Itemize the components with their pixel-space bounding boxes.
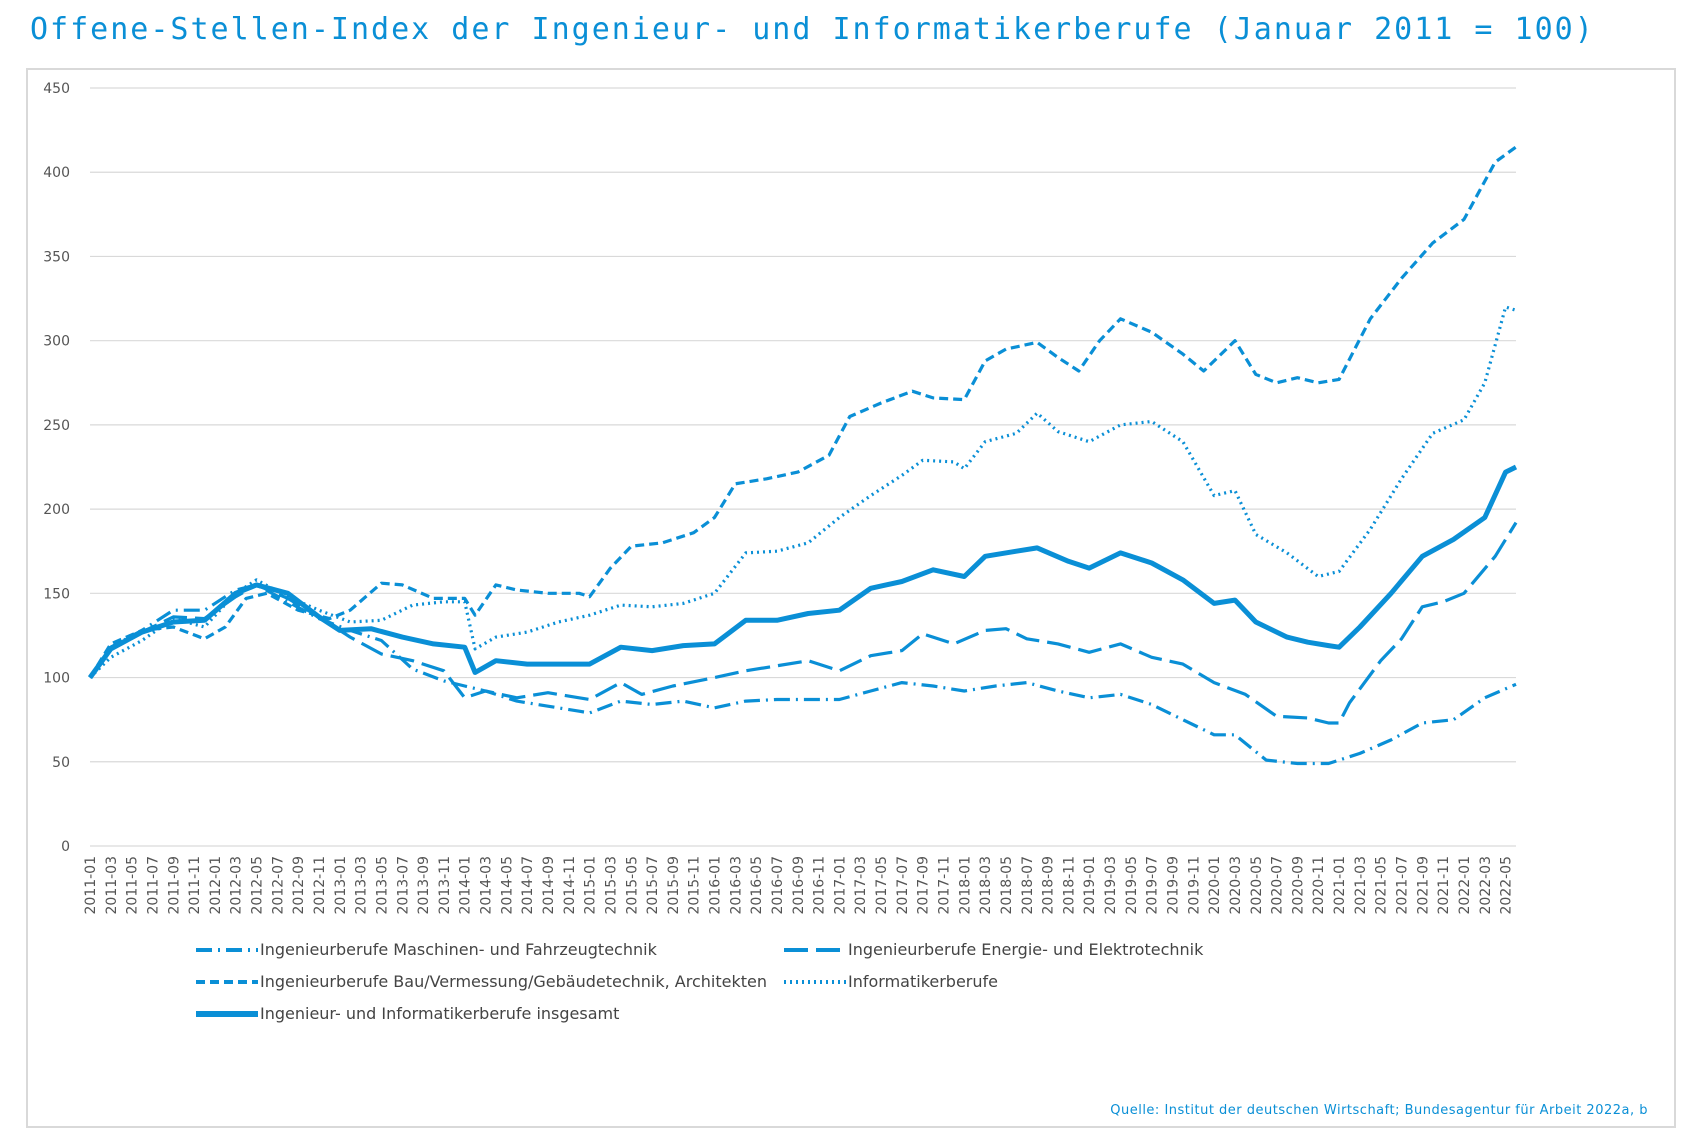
x-tick-label: 2018-05 [999,856,1015,915]
x-tick-label: 2021-09 [1415,856,1431,915]
x-tick-label: 2018-11 [1061,856,1077,915]
x-tick-label: 2015-09 [666,856,682,915]
legend-label-energie: Ingenieurberufe Energie- und Elektrotech… [848,940,1204,959]
line-chart: 0 50 100 150 200 250 300 350 400 450 2011-01 2011-0… [43,81,1518,915]
series-bau-architekten [88,145,1517,679]
x-tick-label: 2016-01 [708,856,724,915]
x-tick-label: 2022-05 [1499,856,1515,915]
legend-swatch-energie [784,948,846,952]
chart-frame: 0 50 100 150 200 250 300 350 400 450 2011-01 2011-0… [26,68,1676,1128]
x-tick-label: 2012-11 [312,856,328,915]
chart-title: Offene-Stellen-Index der Ingenieur- und … [30,12,1595,47]
x-tick-label: 2021-07 [1395,856,1411,915]
x-tick-label: 2018-07 [1020,856,1036,915]
x-tick-label: 2011-03 [104,856,120,915]
x-tick-label: 2011-09 [166,856,182,915]
x-tick-label: 2014-11 [562,856,578,915]
legend-label-insgesamt: Ingenieur- und Informatikerberufe insges… [260,1004,620,1023]
x-tick-label: 2021-03 [1353,856,1369,915]
x-tick-label: 2014-09 [541,856,557,915]
x-tick-label: 2011-05 [125,856,141,915]
x-tick-label: 2015-01 [583,856,599,915]
x-tick-label: 2021-05 [1374,856,1390,915]
x-tick-label: 2017-05 [874,856,890,915]
x-tick-label: 2019-11 [1186,856,1202,915]
y-tick-label: 250 [43,418,70,434]
x-tick-label: 2013-03 [354,856,370,915]
legend-label-informatik: Informatikerberufe [848,972,998,991]
x-tick-label: 2020-01 [1207,856,1223,915]
legend-swatch-insgesamt [196,1011,258,1017]
x-tick-label: 2017-07 [895,856,911,915]
series-insgesamt [87,464,1518,680]
x-tick-label: 2022-01 [1457,856,1473,915]
y-tick-label: 50 [52,755,70,771]
x-tick-label: 2017-03 [853,856,869,915]
x-tick-label: 2016-03 [728,856,744,915]
x-tick-label: 2011-01 [83,856,99,915]
x-tick-label: 2020-07 [1270,856,1286,915]
y-tick-label: 100 [43,671,70,687]
x-tick-label: 2013-05 [374,856,390,915]
y-tick-label: 350 [43,249,70,265]
legend-label-maschinen: Ingenieurberufe Maschinen- und Fahrzeugt… [260,940,657,959]
y-tick-label: 150 [43,586,70,602]
y-tick-label: 400 [43,165,70,181]
x-tick-label: 2015-07 [645,856,661,915]
x-tick-label: 2019-03 [1103,856,1119,915]
source-note: Quelle: Institut der deutschen Wirtschaf… [1110,1103,1648,1118]
x-tick-label: 2011-07 [145,856,161,915]
x-tick-label: 2013-01 [333,856,349,915]
x-tick-label: 2019-05 [1124,856,1140,915]
x-tick-label: 2018-01 [957,856,973,915]
x-tick-label: 2013-09 [416,856,432,915]
x-tick-label: 2018-09 [1041,856,1057,915]
x-tick-label: 2013-11 [437,856,453,915]
legend-swatch-bau [196,980,258,984]
legend-swatch-maschinen [196,948,258,952]
series-energie-elektrotechnik [88,521,1518,725]
x-tick-label: 2013-07 [395,856,411,915]
x-tick-label: 2017-01 [832,856,848,915]
x-tick-label: 2020-11 [1311,856,1327,915]
y-tick-label: 200 [43,502,70,518]
x-tick-label: 2020-03 [1228,856,1244,915]
x-tick-label: 2015-11 [687,856,703,915]
y-tick-label: 300 [43,334,70,350]
x-tick-label: 2016-05 [749,856,765,915]
x-tick-label: 2016-07 [770,856,786,915]
x-tick-label: 2012-09 [291,856,307,915]
x-tick-label: 2012-05 [250,856,266,915]
x-tick-label: 2014-03 [479,856,495,915]
x-tick-label: 2018-03 [978,856,994,915]
x-tick-label: 2020-05 [1249,856,1265,915]
x-tick-label: 2016-09 [791,856,807,915]
legend-label-bau: Ingenieurberufe Bau/Vermessung/Gebäudete… [260,972,767,991]
x-tick-label: 2015-05 [624,856,640,915]
x-tick-label: 2016-11 [812,856,828,915]
x-tick-label: 2014-05 [499,856,515,915]
x-tick-label: 2017-11 [937,856,953,915]
x-tick-label: 2019-09 [1166,856,1182,915]
series-informatikerberufe [88,305,1517,679]
x-tick-label: 2019-01 [1082,856,1098,915]
x-tick-label: 2012-07 [270,856,286,915]
x-tick-label: 2012-01 [208,856,224,915]
x-tick-label: 2014-01 [458,856,474,915]
x-tick-label: 2015-03 [603,856,619,915]
x-tick-label: 2022-03 [1478,856,1494,915]
y-tick-label: 450 [43,81,70,97]
legend-swatch-informatik [784,980,846,984]
x-tick-label: 2019-07 [1145,856,1161,915]
y-tick-label: 0 [61,839,70,855]
x-tick-label: 2021-11 [1436,856,1452,915]
x-tick-label: 2021-01 [1332,856,1348,915]
x-tick-label: 2014-07 [520,856,536,915]
x-tick-label: 2012-03 [229,856,245,915]
x-tick-label: 2017-09 [916,856,932,915]
x-tick-label: 2011-11 [187,856,203,915]
x-tick-label: 2020-09 [1290,856,1306,915]
